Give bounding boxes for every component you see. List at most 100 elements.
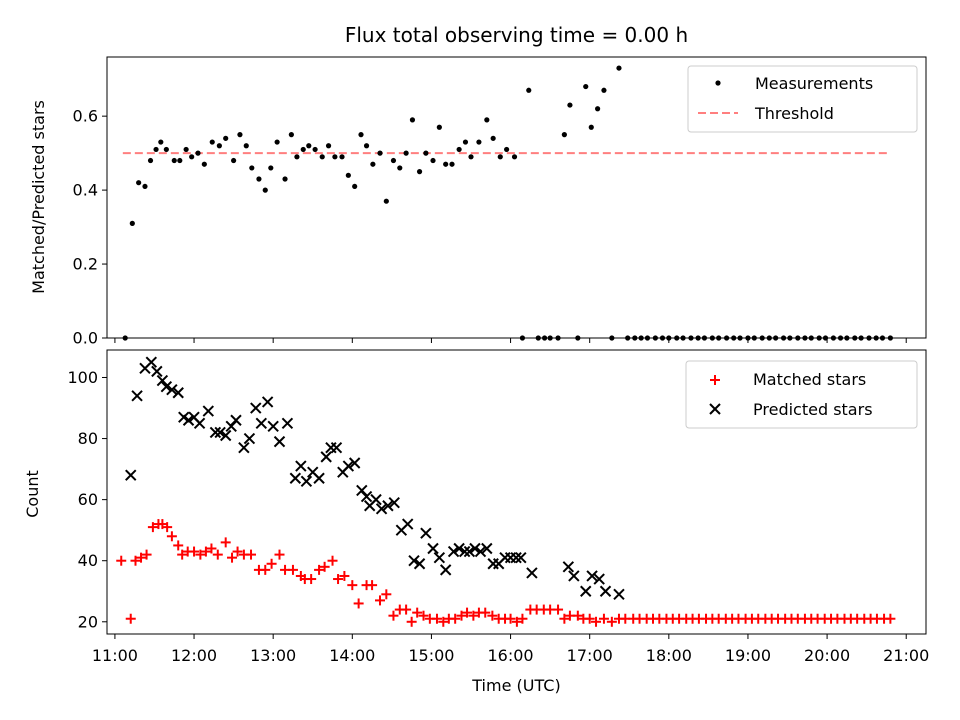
predicted-star-point: [370, 493, 382, 506]
measurement-point: [216, 143, 222, 149]
predicted-star-point: [388, 496, 400, 509]
bottom-y-axis-label: Count: [23, 470, 42, 518]
measurement-point: [616, 65, 622, 71]
predicted-star-point: [526, 567, 538, 579]
measurement-point: [370, 161, 376, 167]
matched-star-point: [177, 549, 188, 560]
predicted-star-point: [348, 457, 361, 469]
predicted-star-point: [295, 460, 307, 472]
measurement-point: [443, 161, 449, 167]
measurement-point: [352, 183, 358, 190]
predicted-star-point: [360, 490, 373, 503]
bottom-y-tick-label: 60: [78, 490, 98, 509]
predicted-star-point: [125, 469, 137, 481]
matched-star-point: [388, 610, 399, 621]
x-tick-label: 19:00: [725, 646, 771, 665]
matched-star-point: [195, 549, 206, 560]
matched-star-point: [438, 616, 449, 627]
measurement-point: [363, 143, 370, 149]
matched-star-point: [487, 610, 498, 621]
matched-star-point: [606, 616, 617, 627]
measurement-point: [163, 146, 169, 153]
bottom-plot-frame: [106, 349, 927, 635]
matched-star-point: [511, 616, 522, 627]
matched-star-point: [206, 543, 217, 554]
measurement-point: [339, 154, 345, 160]
predicted-star-point: [182, 414, 195, 426]
measurement-point: [490, 135, 496, 141]
matched-star-point: [189, 546, 200, 557]
predicted-star-point: [219, 429, 232, 442]
measurement-point: [237, 132, 243, 138]
predicted-star-point: [613, 588, 625, 601]
matched-star-point: [274, 549, 285, 560]
top-y-axis-label: Matched/Predicted stars: [29, 100, 48, 294]
predicted-star-point: [481, 542, 493, 555]
predicted-star-point: [300, 475, 313, 488]
matched-star-point: [147, 522, 158, 533]
matched-star-point: [468, 610, 479, 621]
matched-star-point: [418, 610, 429, 621]
predicted-star-point: [458, 545, 471, 558]
measurement-point: [300, 146, 306, 153]
predicted-star-point: [401, 518, 414, 530]
predicted-star-point: [273, 435, 286, 448]
predicted-star-point: [320, 451, 332, 463]
measurement-point: [231, 157, 237, 164]
matched-star-point: [306, 574, 317, 585]
matched-star-point: [287, 564, 298, 575]
matched-star-point: [450, 613, 461, 624]
matched-star-point: [173, 540, 184, 551]
measurement-point: [183, 146, 189, 153]
measurement-point: [390, 157, 397, 164]
predicted-star-point: [250, 402, 262, 414]
matched-star-point: [517, 613, 528, 624]
measurement-point: [476, 139, 482, 145]
predicted-star-point: [580, 585, 592, 597]
measurement-point: [526, 87, 532, 93]
predicted-star-point: [267, 420, 279, 433]
measurement-point: [449, 161, 455, 167]
matched-star-point: [598, 613, 609, 624]
matched-star-point: [885, 613, 896, 624]
matched-star-point: [584, 613, 595, 624]
measurement-point: [601, 87, 607, 93]
measurement-point: [153, 146, 159, 153]
matched-star-point: [125, 613, 136, 624]
measurement-point: [383, 198, 389, 204]
chart-title: Flux total observing time = 0.00 h: [345, 23, 688, 47]
measurement-point: [377, 150, 383, 156]
predicted-star-point: [214, 426, 226, 439]
x-tick-label: 15:00: [408, 646, 454, 665]
measurement-point: [319, 154, 325, 160]
measurement-point: [201, 161, 207, 167]
predicted-star-point: [439, 564, 452, 576]
matched-star-point: [591, 616, 602, 627]
top-legend: Measurements Threshold: [687, 65, 918, 133]
x-tick-label: 12:00: [171, 646, 217, 665]
predicted-star-point: [160, 380, 173, 393]
top-panel: Flux total observing time = 0.00 h Match…: [29, 23, 927, 348]
measurement-point: [223, 135, 229, 141]
x-tick-label: 14:00: [329, 646, 375, 665]
bottom-y-tick-label: 100: [67, 368, 98, 387]
matched-star-point: [136, 552, 147, 563]
matched-star-point: [401, 604, 412, 615]
matched-star-point: [116, 555, 127, 566]
measurement-point: [147, 157, 154, 164]
x-tick-label: 20:00: [804, 646, 850, 665]
x-tick-label: 18:00: [646, 646, 692, 665]
bottom-legend: Matched stars Predicted stars: [685, 360, 918, 429]
predicted-star-point: [453, 542, 465, 555]
matched-star-point: [347, 580, 358, 591]
predicted-star-point: [413, 558, 426, 570]
predicted-star-point: [469, 542, 481, 555]
predicted-star-point: [562, 561, 575, 573]
bottom-y-tick-label: 20: [78, 612, 98, 631]
x-tick-label: 21:00: [883, 646, 929, 665]
measurement-point: [504, 146, 510, 153]
predicted-star-point: [463, 545, 476, 558]
measurement-point: [312, 146, 318, 153]
predicted-star-point: [145, 356, 158, 368]
predicted-star-point: [261, 396, 274, 408]
